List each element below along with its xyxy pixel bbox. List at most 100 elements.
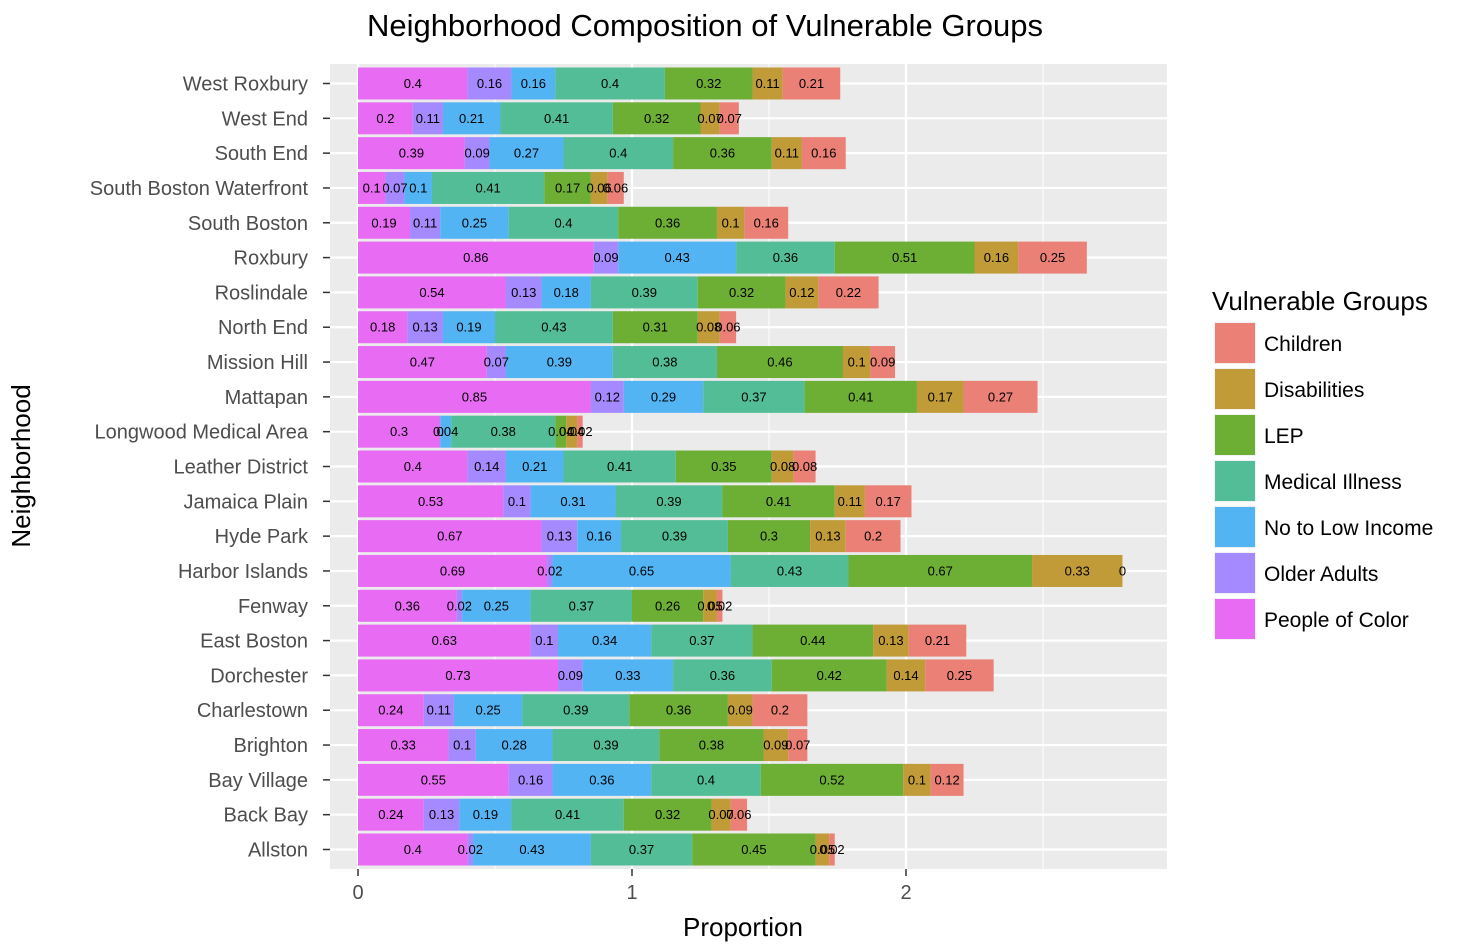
bar-segment: [590, 276, 698, 309]
bar-data-label: 0.02: [447, 598, 472, 613]
bar-data-label: 0.32: [696, 76, 721, 91]
bar-segment: [404, 171, 432, 204]
x-axis-title: Proportion: [683, 912, 803, 942]
bar-segment: [358, 450, 468, 483]
bar-segment: [440, 206, 509, 239]
bar-data-label: 0.1: [908, 772, 926, 787]
bar-data-label: 0.29: [651, 389, 676, 404]
bar-data-label: 0.1: [363, 180, 381, 195]
bar-segment: [804, 380, 917, 413]
bar-data-label: 0.54: [419, 285, 444, 300]
bar-segment: [459, 798, 512, 831]
bar-data-label: 0.13: [412, 320, 437, 335]
legend: Vulnerable Groups Children Disabilities LE…: [1212, 286, 1433, 640]
bar-data-label: 0.27: [514, 146, 539, 161]
bar-segment: [566, 415, 578, 448]
bar-segment: [462, 589, 531, 622]
bar-data-label: 0.4: [601, 76, 619, 91]
legend-swatch: [1215, 369, 1255, 409]
bar-segment: [752, 624, 874, 657]
bar-segment: [963, 380, 1038, 413]
bar-segment: [511, 798, 624, 831]
bar-segment: [834, 241, 975, 274]
bar-segment: [358, 798, 424, 831]
bar-data-label: 0.4: [404, 842, 422, 857]
bar-data-label: 0.02: [537, 563, 562, 578]
bar-segment: [716, 589, 723, 622]
bar-data-label: 0.07: [717, 111, 742, 126]
bar-segment: [908, 624, 967, 657]
y-tick-label: Back Bay: [224, 805, 308, 827]
bar-data-label: 0.17: [928, 389, 953, 404]
bar-data-label: 0.06: [603, 180, 628, 195]
bar-data-label: 0.36: [589, 772, 614, 787]
bar-data-label: 0.42: [817, 668, 842, 683]
bar-segment: [358, 833, 468, 866]
bar-data-label: 0.39: [656, 494, 681, 509]
bar-data-label: 0.06: [586, 180, 611, 195]
bar-segment: [423, 694, 454, 727]
bar-data-label: 0.18: [554, 285, 579, 300]
bar-segment: [464, 137, 490, 170]
bar-data-label: 0.21: [799, 76, 824, 91]
bar-data-label: 0.86: [463, 250, 488, 265]
y-tick-label: Longwood Medical Area: [95, 422, 309, 444]
bar-segment: [651, 624, 753, 657]
bar-segment: [358, 589, 457, 622]
bar-data-label: 0.4: [697, 772, 715, 787]
bar-data-label: 0.36: [773, 250, 798, 265]
bar-data-label: 0.38: [652, 355, 677, 370]
bar-segment: [829, 833, 835, 866]
legend-label: No to Low Income: [1264, 517, 1433, 540]
bar-segment: [692, 833, 816, 866]
x-tick-label: 2: [900, 882, 911, 904]
bar-data-label: 0.1: [722, 215, 740, 230]
x-axis: 0 1 2: [352, 869, 912, 904]
bar-segment: [358, 102, 413, 135]
bar-data-label: 0: [1119, 563, 1126, 578]
bar-data-label: 0.32: [644, 111, 669, 126]
bar-segment: [358, 729, 449, 762]
bar-segment: [864, 485, 912, 518]
bar-data-label: 0.04: [559, 424, 584, 439]
bar-segment: [623, 380, 704, 413]
bar-segment: [697, 311, 720, 344]
bar-data-label: 0.53: [418, 494, 443, 509]
bar-segment: [442, 102, 501, 135]
bar-data-label: 0.08: [770, 459, 795, 474]
bar-data-label: 0.21: [459, 111, 484, 126]
bar-segment: [456, 589, 463, 622]
bar-data-label: 0.1: [848, 355, 866, 370]
bar-segment: [703, 589, 717, 622]
bar-segment: [612, 311, 698, 344]
bar-data-label: 0.09: [558, 668, 583, 683]
bar-data-label: 0.39: [593, 738, 618, 753]
bar-data-label: 0.1: [409, 180, 427, 195]
bar-segment: [842, 346, 871, 379]
bar-data-label: 0.02: [819, 842, 844, 857]
bar-data-label: 0.34: [592, 633, 617, 648]
bar-data-label: 0.47: [410, 355, 435, 370]
y-tick-label: Brighton: [234, 735, 309, 757]
bar-segment: [590, 833, 693, 866]
bar-data-label: 0.06: [726, 807, 751, 822]
bar-data-label: 0.1: [453, 738, 471, 753]
bar-segment: [358, 624, 531, 657]
bar-segment: [974, 241, 1019, 274]
bar-data-label: 0.67: [437, 529, 462, 544]
bar-segment: [508, 206, 619, 239]
bar-data-label: 0.36: [710, 146, 735, 161]
bar-segment: [727, 694, 753, 727]
y-tick-label: East Boston: [200, 631, 308, 653]
bar-data-label: 0.19: [456, 320, 481, 335]
bar-data-label: 0.39: [563, 703, 588, 718]
bar-data-label: 0.36: [655, 215, 680, 230]
bar-data-label: 0.25: [475, 703, 500, 718]
x-tick-label: 0: [352, 882, 363, 904]
bar-data-label: 0.32: [655, 807, 680, 822]
legend-title: Vulnerable Groups: [1212, 286, 1428, 316]
bar-data-label: 0.69: [440, 563, 465, 578]
bar-segment: [495, 311, 613, 344]
bar-segment: [453, 694, 523, 727]
bar-data-label: 0.41: [766, 494, 791, 509]
